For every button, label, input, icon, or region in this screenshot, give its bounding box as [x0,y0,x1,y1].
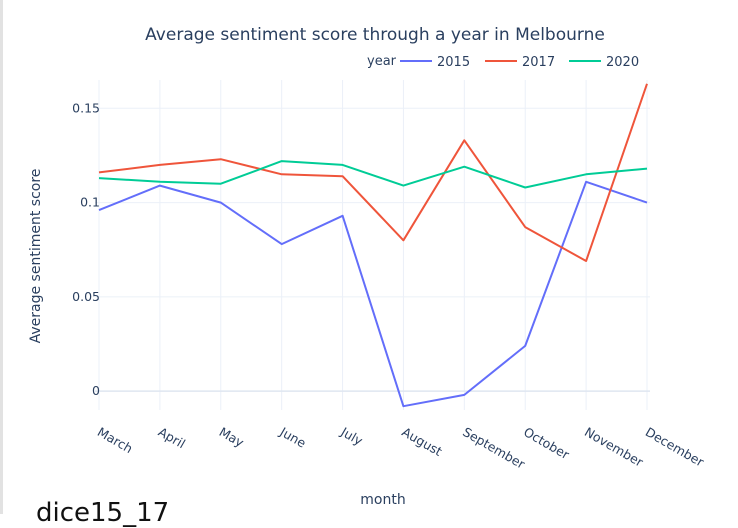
x-tick-label: November [582,424,647,470]
x-tick-label: October [521,424,573,462]
y-tick-label: 0.1 [80,195,100,210]
legend-label-2017: 2017 [522,55,555,70]
x-axis-title: month [360,492,405,508]
x-tick-label: September [460,424,528,472]
legend-label-2020: 2020 [606,55,639,70]
x-tick-label: May [217,424,247,450]
grid [95,80,650,410]
y-tick-label: 0 [92,383,100,398]
series-line-2015 [98,180,648,408]
y-tick-label: 0.05 [72,289,100,304]
series-lines [98,83,648,408]
series-line-2017 [98,83,648,262]
x-tick-label: March [95,424,136,456]
x-tick-label: July [338,424,366,449]
x-tick-label: April [156,424,188,451]
window-border [0,0,3,514]
series-line-2020 [98,160,648,189]
x-tick-label: August [399,424,444,459]
legend-title: year [367,54,397,69]
y-axis-ticks: 0 0.05 0.1 0.15 [72,100,100,398]
x-axis-ticks: March April May June July August SeptemberOcto… [95,424,707,472]
x-tick-label: June [277,424,309,451]
footer-text: dice15_17 [36,498,170,528]
x-tick-label: December [643,424,707,470]
y-tick-label: 0.15 [72,100,100,115]
legend-label-2015: 2015 [437,55,470,70]
line-chart: Average sentiment score through a year i… [28,25,707,508]
legend: year 2015 2017 2020 [367,54,639,70]
chart-title: Average sentiment score through a year i… [145,25,605,45]
y-axis-title: Average sentiment score [28,169,44,344]
